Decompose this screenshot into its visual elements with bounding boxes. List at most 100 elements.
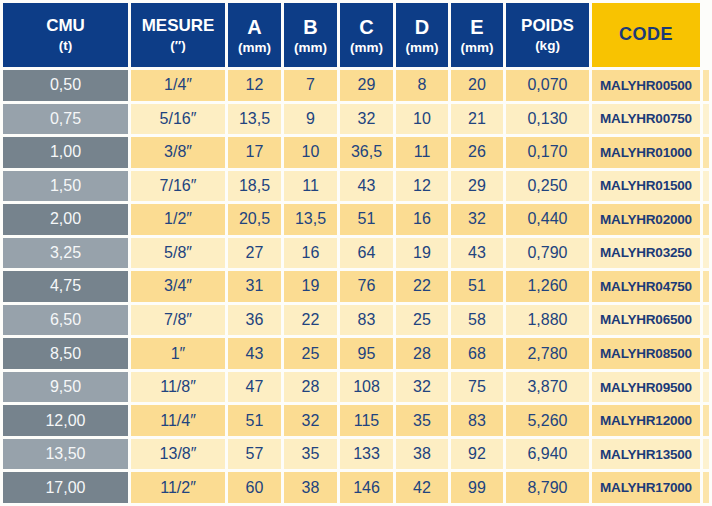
b-cell: 13,5	[284, 204, 337, 235]
b-cell: 19	[284, 271, 337, 302]
table-row: 17,0011/2″603814642998,790MALYHR17000	[3, 472, 709, 503]
d-cell: 35	[396, 405, 448, 436]
column-header-code: CODE	[592, 3, 700, 67]
d-cell: 19	[396, 238, 448, 269]
a-cell: 17	[228, 137, 281, 168]
mesure-cell: 1″	[131, 338, 225, 369]
d-cell: 12	[396, 171, 448, 202]
e-cell: 58	[451, 305, 503, 336]
table-right-edge-cell	[703, 405, 709, 436]
poids-cell: 6,940	[506, 439, 589, 470]
e-cell: 75	[451, 372, 503, 403]
table-row: 0,501/4″127298200,070MALYHR00500	[3, 70, 709, 101]
table-right-edge-cell	[703, 104, 709, 135]
e-cell: 99	[451, 472, 503, 503]
column-label-cmu: CMU	[3, 17, 128, 36]
poids-cell: 0,170	[506, 137, 589, 168]
e-cell: 92	[451, 439, 503, 470]
b-cell: 16	[284, 238, 337, 269]
product-spec-table: CMU(t)MESURE(″)A(mm)B(mm)C(mm)D(mm)E(mm)…	[0, 0, 712, 506]
table-right-edge-cell	[703, 472, 709, 503]
cmu-cell: 4,75	[3, 271, 128, 302]
cmu-cell: 0,50	[3, 70, 128, 101]
e-cell: 29	[451, 171, 503, 202]
a-cell: 60	[228, 472, 281, 503]
table-right-edge-cell	[703, 238, 709, 269]
code-cell: MALYHR01500	[592, 171, 700, 202]
code-cell: MALYHR04750	[592, 271, 700, 302]
table-right-edge-cell	[703, 204, 709, 235]
b-cell: 32	[284, 405, 337, 436]
column-label-a: A	[228, 16, 281, 38]
poids-cell: 0,130	[506, 104, 589, 135]
column-sublabel-a: (mm)	[228, 40, 281, 55]
poids-cell: 8,790	[506, 472, 589, 503]
e-cell: 68	[451, 338, 503, 369]
e-cell: 20	[451, 70, 503, 101]
column-header-a: A (mm)	[228, 3, 281, 67]
poids-cell: 0,070	[506, 70, 589, 101]
d-cell: 28	[396, 338, 448, 369]
column-label-mesure: MESURE	[131, 17, 225, 36]
table-row: 8,501″43259528682,780MALYHR08500	[3, 338, 709, 369]
column-sublabel-c: (mm)	[340, 40, 393, 55]
column-label-b: B	[284, 16, 337, 38]
a-cell: 43	[228, 338, 281, 369]
cmu-cell: 12,00	[3, 405, 128, 436]
poids-cell: 3,870	[506, 372, 589, 403]
b-cell: 28	[284, 372, 337, 403]
mesure-cell: 1/4″	[131, 70, 225, 101]
b-cell: 10	[284, 137, 337, 168]
column-label-c: C	[340, 16, 393, 38]
column-header-poids: POIDS(kg)	[506, 3, 589, 67]
column-header-cmu: CMU (t)	[3, 3, 128, 67]
table-row: 12,0011/4″513211535835,260MALYHR12000	[3, 405, 709, 436]
cmu-cell: 1,50	[3, 171, 128, 202]
mesure-cell: 11/8″	[131, 372, 225, 403]
table-right-edge-cell	[703, 171, 709, 202]
table-right-edge-cell	[703, 372, 709, 403]
column-sublabel-mesure: (″)	[131, 38, 225, 53]
b-cell: 35	[284, 439, 337, 470]
a-cell: 57	[228, 439, 281, 470]
d-cell: 22	[396, 271, 448, 302]
table-row: 3,255/8″27166419430,790MALYHR03250	[3, 238, 709, 269]
table-right-edge-cell	[703, 137, 709, 168]
mesure-cell: 1/2″	[131, 204, 225, 235]
table-right-edge-header	[703, 3, 709, 67]
mesure-cell: 13/8″	[131, 439, 225, 470]
column-label-d: D	[396, 16, 448, 38]
cmu-cell: 3,25	[3, 238, 128, 269]
cmu-cell: 2,00	[3, 204, 128, 235]
c-cell: 95	[340, 338, 393, 369]
spec-table-page: CMU(t)MESURE(″)A(mm)B(mm)C(mm)D(mm)E(mm)…	[0, 0, 712, 506]
d-cell: 8	[396, 70, 448, 101]
column-label-poids: POIDS	[506, 17, 589, 36]
poids-cell: 0,440	[506, 204, 589, 235]
d-cell: 10	[396, 104, 448, 135]
table-right-edge-cell	[703, 70, 709, 101]
column-header-mesure: MESURE (″)	[131, 3, 225, 67]
a-cell: 18,5	[228, 171, 281, 202]
table-row: 6,507/8″36228325581,880MALYHR06500	[3, 305, 709, 336]
mesure-cell: 3/4″	[131, 271, 225, 302]
d-cell: 42	[396, 472, 448, 503]
b-cell: 22	[284, 305, 337, 336]
code-cell: MALYHR09500	[592, 372, 700, 403]
c-cell: 115	[340, 405, 393, 436]
column-sublabel-cmu: (t)	[3, 38, 128, 53]
poids-cell: 0,250	[506, 171, 589, 202]
code-cell: MALYHR00750	[592, 104, 700, 135]
c-cell: 108	[340, 372, 393, 403]
b-cell: 7	[284, 70, 337, 101]
table-right-edge-cell	[703, 271, 709, 302]
code-cell: MALYHR00500	[592, 70, 700, 101]
mesure-cell: 11/2″	[131, 472, 225, 503]
poids-cell: 5,260	[506, 405, 589, 436]
a-cell: 51	[228, 405, 281, 436]
column-header-e: E(mm)	[451, 3, 503, 67]
b-cell: 25	[284, 338, 337, 369]
c-cell: 146	[340, 472, 393, 503]
poids-cell: 1,880	[506, 305, 589, 336]
a-cell: 20,5	[228, 204, 281, 235]
